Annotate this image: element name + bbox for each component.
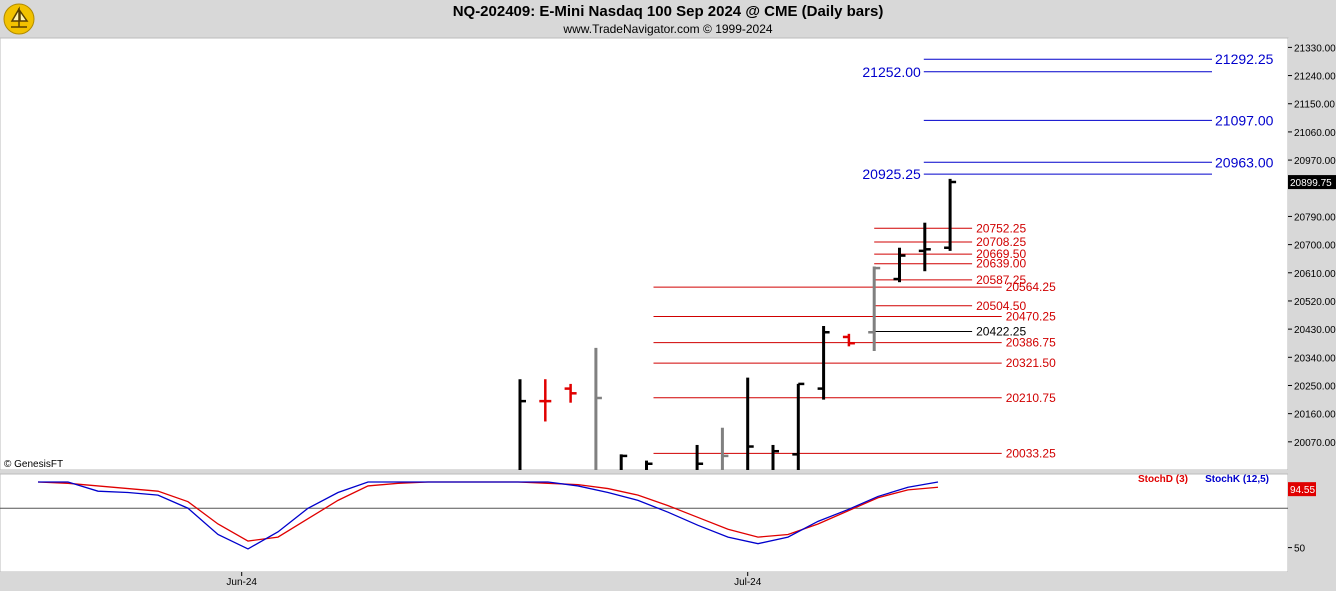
target-level-label: 21252.00 [862,64,921,80]
price-axis-label: 20970.00 [1294,156,1336,167]
fib-level-label: 20752.25 [976,221,1026,235]
fib-level-label: 20210.75 [1006,391,1056,405]
price-axis: 21330.00 21240.00 21150.00 21060.00 20970.00… [226,43,1336,588]
price-axis-label: 20070.00 [1294,438,1336,449]
copyright-text: © GenesisFT [4,459,63,470]
stochastic-panel-border [0,473,1289,573]
price-axis-label: 20250.00 [1294,381,1336,392]
pivot-level-label: 20422.25 [976,325,1026,339]
stoch-line [38,481,939,550]
target-level-label: 20925.25 [862,166,921,182]
fib-level-label: 20321.50 [1006,356,1056,370]
stochD-legend: StochD (3) [1138,474,1188,485]
price-axis-label: 21240.00 [1294,72,1336,83]
date-axis-label: Jul-24 [734,577,762,588]
fib-level-label: 20564.25 [1006,280,1056,294]
price-panel-border [0,37,1289,471]
price-axis-label: 20790.00 [1294,212,1336,223]
ship-logo-icon [3,3,35,35]
price-axis-label: 20610.00 [1294,269,1336,280]
fib-level-label: 20386.75 [1006,336,1056,350]
price-axis-label: 21330.00 [1294,43,1336,54]
last-price-label: 20899.75 [1290,178,1332,189]
price-axis-label: 20520.00 [1294,297,1336,308]
fib-level-label: 20708.25 [976,235,1026,249]
stochK-legend: StochK (12,5) [1205,474,1269,485]
chart-title: NQ-202409: E-Mini Nasdaq 100 Sep 2024 @ … [452,3,884,20]
fib-level-label: 20504.50 [976,299,1026,313]
fib-level-label: 20587.25 [976,273,1026,287]
price-axis-label: 20160.00 [1294,410,1336,421]
chart-header: NQ-202409: E-Mini Nasdaq 100 Sep 2024 @ … [0,0,1336,38]
target-level-label: 21097.00 [1215,112,1274,128]
target-level-label: 20963.00 [1215,154,1274,170]
date-axis-band [0,572,1336,591]
price-axis-label: 20430.00 [1294,325,1336,336]
stoch-last-label: 94.55 [1290,485,1315,496]
panel-separator [0,470,1288,474]
price-axis-label: 21060.00 [1294,128,1336,139]
last-price-marker [1288,175,1336,190]
target-level-label: 21292.25 [1215,51,1274,67]
stoch-axis-label: 50 [1294,544,1306,555]
fib-level-label: 20639.00 [976,257,1026,271]
price-panel[interactable]: 20564.25 20470.25 20386.75 20321.50 20210.75… [518,51,1274,470]
price-axis-label: 20340.00 [1294,353,1336,364]
fib-level-label: 20470.25 [1006,310,1056,324]
stoch-last-marker [1288,482,1316,497]
price-axis-label: 21150.00 [1294,100,1335,111]
price-axis-label: 20700.00 [1294,241,1336,252]
stochastic-panel[interactable]: StochD (3) StochK (12,5) [0,474,1288,550]
date-axis-label: Jun-24 [226,577,257,588]
fib-level-label: 20669.50 [976,247,1026,261]
chart-subtitle: www.TradeNavigator.com © 1999-2024 [563,22,773,36]
fib-level-label: 20033.25 [1006,446,1056,460]
